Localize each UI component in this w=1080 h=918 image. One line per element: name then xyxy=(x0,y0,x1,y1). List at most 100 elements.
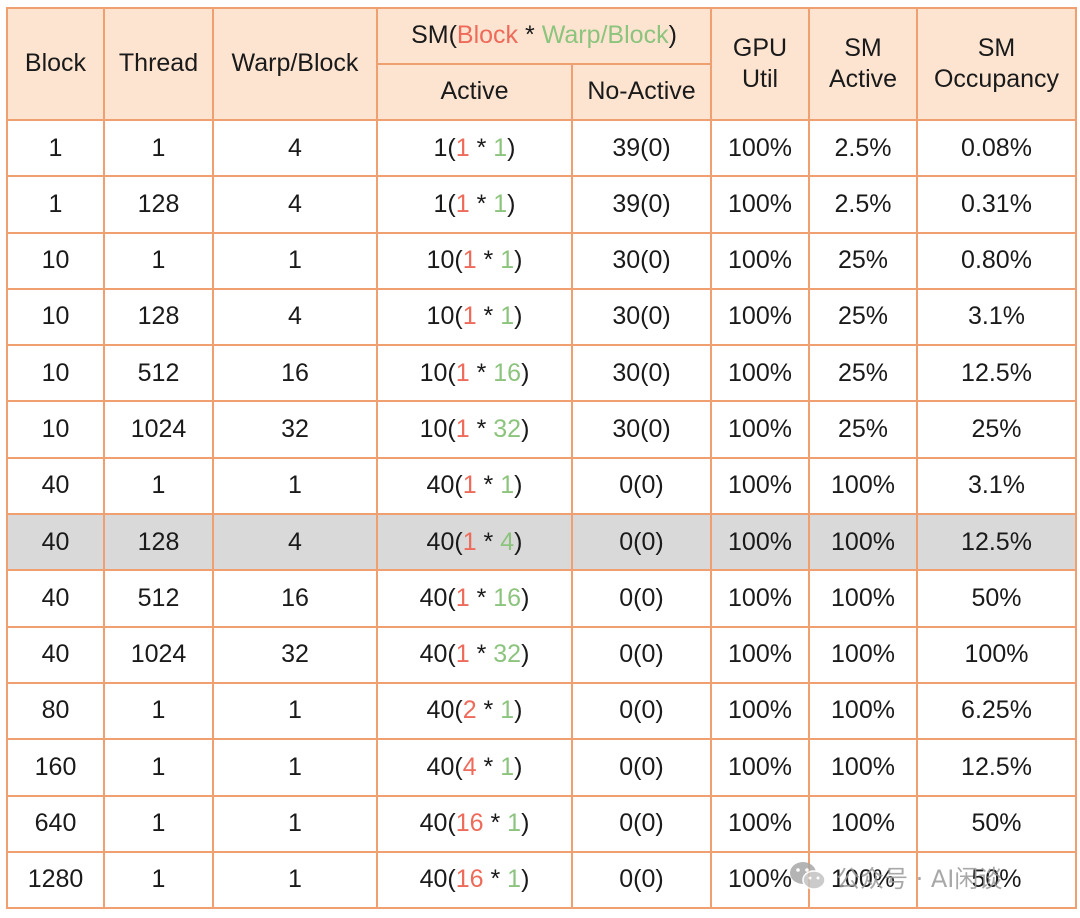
sm-open-paren: ( xyxy=(454,752,463,781)
sm-close-paren: ) xyxy=(514,752,523,781)
sm-open-paren: ( xyxy=(447,133,456,162)
table-row: 40 1 1 40(1 * 1) 0(0) 100% 100% 3.1% xyxy=(6,456,1077,516)
sm-warp-count: 16 xyxy=(493,583,522,612)
sm-warp-count: 1 xyxy=(500,696,515,725)
cell-sm-active: 40(1 * 16) xyxy=(376,569,573,628)
sm-block-count: 16 xyxy=(455,809,484,838)
sm-mult-sign: * xyxy=(469,358,494,387)
sm-open-paren: ( xyxy=(447,583,456,612)
table-row: 80 1 1 40(2 * 1) 0(0) 100% 100% 6.25% xyxy=(6,681,1077,741)
sm-open-paren: ( xyxy=(447,189,456,218)
sm-warp-count: 1 xyxy=(500,471,515,500)
sm-warp-count: 1 xyxy=(507,809,522,838)
cell-warp-per-block: 4 xyxy=(212,287,378,347)
cell-block: 1 xyxy=(6,118,105,178)
sm-active-line-2: Active xyxy=(828,65,898,93)
sm-block-count: 1 xyxy=(455,640,470,669)
cell-warp-per-block: 4 xyxy=(212,118,378,178)
cell-warp-per-block: 32 xyxy=(212,400,378,459)
cell-warp-per-block: 4 xyxy=(212,513,378,572)
sm-count: 1 xyxy=(433,133,448,162)
sm-mult: * xyxy=(518,21,542,50)
cell-gpu-util: 100% xyxy=(710,681,810,741)
sm-open-paren: ( xyxy=(447,865,456,894)
sm-count: 40 xyxy=(426,527,455,556)
header-subrow: Active No-Active xyxy=(7,63,1076,121)
cell-thread: 1 xyxy=(103,231,214,290)
sm-close-paren: ) xyxy=(507,189,516,218)
table-row: 40 128 4 40(1 * 4) 0(0) 100% 100% 12.5% xyxy=(6,513,1077,572)
cell-block: 10 xyxy=(6,231,105,290)
cell-gpu-util: 100% xyxy=(710,344,810,403)
sm-block-count: 1 xyxy=(455,133,470,162)
cell-block: 1 xyxy=(6,175,105,234)
cell-no-active: 30(0) xyxy=(571,231,712,290)
sm-mult-sign: * xyxy=(476,302,501,331)
cell-gpu-util: 100% xyxy=(710,400,810,459)
cell-sm-active: 10(1 * 16) xyxy=(376,344,573,403)
sm-close-paren: ) xyxy=(514,696,523,725)
header-row: Block Thread Warp/Block SM(Block * Warp/… xyxy=(6,7,1077,121)
sm-block-count: 1 xyxy=(455,583,470,612)
cell-gpu-util: 100% xyxy=(710,569,810,628)
sm-mult-sign: * xyxy=(476,752,501,781)
cell-thread: 1 xyxy=(103,681,214,741)
sm-warp-count: 1 xyxy=(500,752,515,781)
sm-count: 40 xyxy=(426,752,455,781)
cell-sm-active-pct: 100% xyxy=(808,681,918,741)
cell-block: 40 xyxy=(6,569,105,628)
sm-block-count: 1 xyxy=(455,415,470,443)
cell-no-active: 0(0) xyxy=(571,456,712,516)
sm-close-paren: ) xyxy=(521,583,530,612)
sm-count: 10 xyxy=(419,415,448,443)
sm-count: 10 xyxy=(426,302,455,331)
cell-gpu-util: 100% xyxy=(710,513,810,572)
cell-sm-active-pct: 100% xyxy=(808,738,918,797)
cell-sm-active-pct: 2.5% xyxy=(808,118,918,178)
table-row: 640 1 1 40(16 * 1) 0(0) 100% 100% 50% xyxy=(6,794,1077,853)
cell-sm-occupancy: 12.5% xyxy=(916,513,1077,572)
col-header-gpu-util: GPU Util xyxy=(710,7,810,121)
sm-open-paren: ( xyxy=(447,415,456,443)
col-header-block: Block xyxy=(6,7,105,121)
cell-sm-active: 40(2 * 1) xyxy=(376,681,573,741)
sm-occupancy-line-2: Occupancy xyxy=(933,65,1060,93)
cell-thread: 512 xyxy=(103,569,214,628)
cell-sm-active: 1(1 * 1) xyxy=(376,175,573,234)
col-header-sm-active: SM Active xyxy=(808,7,918,121)
cell-sm-occupancy: 12.5% xyxy=(916,738,1077,797)
cell-block: 40 xyxy=(6,625,105,684)
sm-open-paren: ( xyxy=(454,527,463,556)
cell-thread: 1024 xyxy=(103,625,214,684)
sm-count: 10 xyxy=(426,246,455,275)
cell-block: 40 xyxy=(6,513,105,572)
cell-warp-per-block: 1 xyxy=(212,456,378,516)
gpu-util-line-1: GPU xyxy=(732,33,788,62)
cell-sm-occupancy: 25% xyxy=(916,400,1077,459)
cell-no-active: 0(0) xyxy=(571,738,712,797)
cell-sm-active-pct: 100% xyxy=(808,456,918,516)
cell-block: 640 xyxy=(6,794,105,853)
sm-warp-count: 16 xyxy=(493,358,522,387)
sm-count: 40 xyxy=(426,471,455,500)
sm-block-count: 1 xyxy=(462,302,477,331)
sm-block-count: 4 xyxy=(462,752,477,781)
cell-sm-active-pct: 100% xyxy=(808,850,918,910)
sm-close-paren: ) xyxy=(514,471,523,500)
cell-warp-per-block: 1 xyxy=(212,738,378,797)
cell-sm-active: 40(1 * 1) xyxy=(376,456,573,516)
sm-occupancy-line-1: SM xyxy=(977,33,1016,62)
cell-no-active: 0(0) xyxy=(571,681,712,741)
cell-no-active: 30(0) xyxy=(571,344,712,403)
cell-warp-per-block: 1 xyxy=(212,850,378,910)
sm-mult-sign: * xyxy=(476,471,501,500)
cell-sm-occupancy: 12.5% xyxy=(916,344,1077,403)
cell-sm-occupancy: 50% xyxy=(916,794,1077,853)
sm-block-count: 1 xyxy=(462,246,477,275)
cell-sm-active-pct: 25% xyxy=(808,344,918,403)
sm-count: 1 xyxy=(433,189,448,218)
sm-count: 10 xyxy=(419,358,448,387)
sm-mult-sign: * xyxy=(476,527,501,556)
table-row: 40 1024 32 40(1 * 32) 0(0) 100% 100% 100% xyxy=(6,625,1077,684)
cell-thread: 512 xyxy=(103,344,214,403)
